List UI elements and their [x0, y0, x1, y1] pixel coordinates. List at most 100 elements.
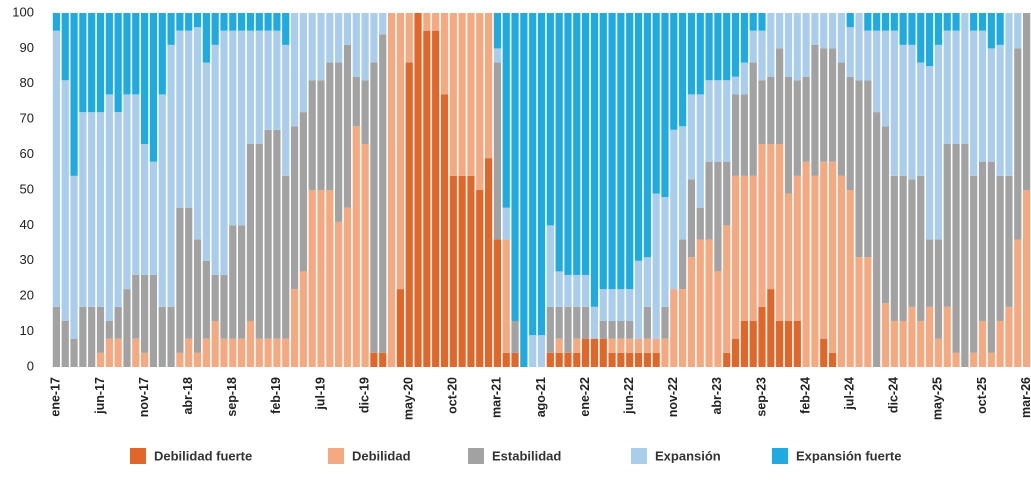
bar-segment: [617, 338, 625, 353]
bar-segment: [776, 48, 784, 144]
bar-segment: [873, 30, 881, 113]
bar-segment: [696, 13, 704, 95]
bar-segment: [802, 76, 810, 162]
bar-segment: [555, 352, 563, 367]
x-tick-label: jul-24: [843, 377, 857, 411]
y-tick-label: 30: [20, 252, 34, 267]
bar-segment: [758, 143, 766, 307]
bar-segment: [202, 62, 210, 261]
bar-segment: [978, 320, 987, 367]
bar-segment: [634, 352, 643, 367]
bar-segment: [255, 30, 263, 144]
bar-segment: [255, 338, 263, 367]
bar-segment: [149, 161, 158, 275]
bar-segment: [687, 13, 696, 95]
bar-segment: [61, 80, 69, 321]
x-tick-label: sep-18: [225, 377, 239, 417]
bar-segment: [352, 76, 360, 127]
bar-segment: [820, 338, 828, 367]
bar-segment: [114, 338, 122, 367]
y-tick-label: 0: [27, 358, 34, 373]
bar-segment: [282, 44, 290, 176]
bar-segment: [1023, 190, 1031, 367]
bar-segment: [864, 30, 872, 81]
bar-segment: [943, 306, 951, 367]
bar-segment: [149, 274, 158, 367]
bar-segment: [626, 13, 634, 290]
bar-segment: [105, 320, 113, 339]
bar-segment: [370, 352, 378, 367]
bar-segment: [555, 306, 563, 339]
y-tick-label: 100: [12, 4, 34, 19]
bar-segment: [458, 175, 466, 367]
bar-segment: [758, 80, 766, 144]
bar-segment: [52, 306, 61, 367]
legend-label: Expansión: [655, 448, 721, 463]
bar-segment: [511, 320, 519, 353]
bar-segment: [176, 30, 184, 208]
legend-label: Expansión fuerte: [796, 448, 901, 463]
y-tick-label: 10: [20, 323, 34, 338]
bar-segment: [1023, 13, 1031, 190]
bar-segment: [484, 13, 493, 159]
bar-segment: [238, 30, 246, 226]
bar-segment: [749, 175, 757, 321]
x-tick-label: feb-19: [269, 377, 283, 414]
bar-segment: [123, 13, 131, 95]
bar-segment: [749, 30, 757, 63]
legend-swatch: [328, 448, 344, 464]
bar-segment: [379, 352, 387, 367]
bar-segment: [643, 13, 651, 258]
bar-segment: [352, 13, 360, 77]
bar-segment: [290, 289, 299, 367]
bar-segment: [873, 13, 881, 31]
bar-segment: [890, 30, 898, 176]
bar-segment: [202, 13, 210, 63]
bar-segment: [643, 257, 651, 307]
x-tick-label: jun-17: [93, 377, 107, 415]
bar-segment: [167, 13, 175, 45]
y-tick-label: 70: [20, 111, 34, 126]
bar-segment: [440, 13, 449, 95]
bar-segment: [246, 143, 255, 321]
bar-segment: [679, 239, 687, 290]
bar-segment: [820, 48, 828, 162]
bar-segment: [352, 126, 360, 367]
legend-swatch: [130, 448, 146, 464]
bar-segment: [414, 13, 422, 367]
bar-segment: [899, 44, 907, 176]
bar-segment: [405, 62, 413, 368]
bar-segment: [643, 306, 651, 339]
bar-segment: [987, 352, 995, 367]
bar-segment: [467, 175, 475, 367]
bar-segment: [864, 80, 872, 258]
bar-segment: [626, 289, 634, 321]
bar-segment: [837, 175, 845, 367]
bar-segment: [643, 338, 651, 353]
bar-segment: [705, 80, 713, 162]
bar-segment: [599, 338, 607, 367]
bar-segment: [326, 13, 334, 63]
bar-segment: [529, 13, 537, 336]
bar-segment: [220, 30, 228, 275]
bar-segment: [211, 44, 219, 275]
bar-segment: [467, 13, 475, 176]
bar-segment: [731, 338, 740, 367]
bar-segment: [617, 320, 625, 339]
bar-segment: [670, 13, 678, 130]
bar-segment: [643, 352, 651, 367]
bar-segment: [246, 320, 255, 367]
bar-segment: [652, 193, 660, 339]
bar-segment: [881, 13, 890, 31]
bar-segment: [379, 13, 387, 35]
bar-segment: [811, 175, 819, 367]
bar-segment: [185, 338, 193, 367]
bar-segment: [493, 13, 502, 49]
bar-segment: [70, 175, 78, 339]
bar-segment: [317, 190, 325, 367]
bar-segment: [255, 143, 263, 339]
bar-segment: [970, 175, 978, 353]
bar-segment: [652, 13, 660, 194]
bar-segment: [573, 352, 581, 367]
x-tick-label: ene-17: [49, 377, 63, 417]
